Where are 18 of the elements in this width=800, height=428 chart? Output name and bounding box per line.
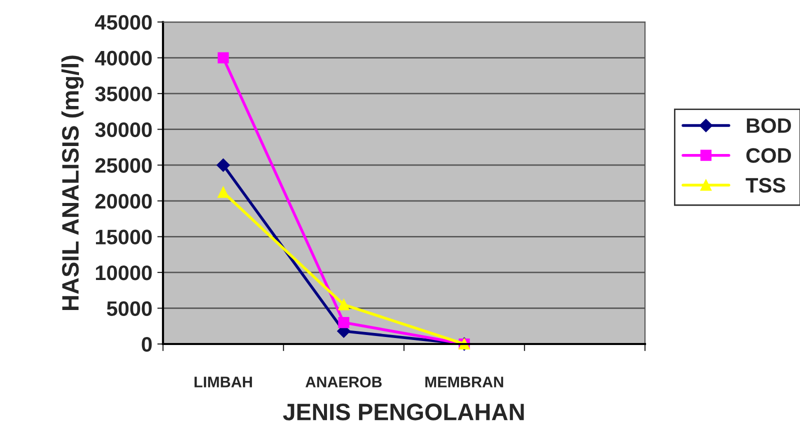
- y-axis-title: HASIL ANALISIS (mg/l): [61, 56, 84, 310]
- legend-label: BOD: [746, 118, 791, 133]
- y-tick-label: 10000: [96, 265, 152, 280]
- y-tick-label: 20000: [95, 194, 152, 209]
- y-tick-label: 25000: [95, 158, 152, 173]
- x-tick-label: MEMBRAN: [425, 376, 504, 388]
- legend-label: COD: [746, 148, 791, 163]
- y-tick-label: 45000: [94, 15, 152, 30]
- y-tick-label: 30000: [95, 122, 152, 138]
- x-tick-label: LIMBAH: [194, 376, 252, 388]
- legend-label: TSS: [746, 178, 786, 193]
- y-tick-label: 15000: [96, 230, 152, 244]
- y-tick-label: 35000: [95, 86, 152, 102]
- y-tick-label: 5000: [106, 301, 152, 316]
- x-tick-label: ANAEROB: [306, 376, 382, 388]
- y-tick-label: 40000: [94, 50, 152, 66]
- x-axis-title: JENIS PENGOLAHAN: [283, 404, 524, 420]
- y-tick-label: 0: [142, 337, 152, 352]
